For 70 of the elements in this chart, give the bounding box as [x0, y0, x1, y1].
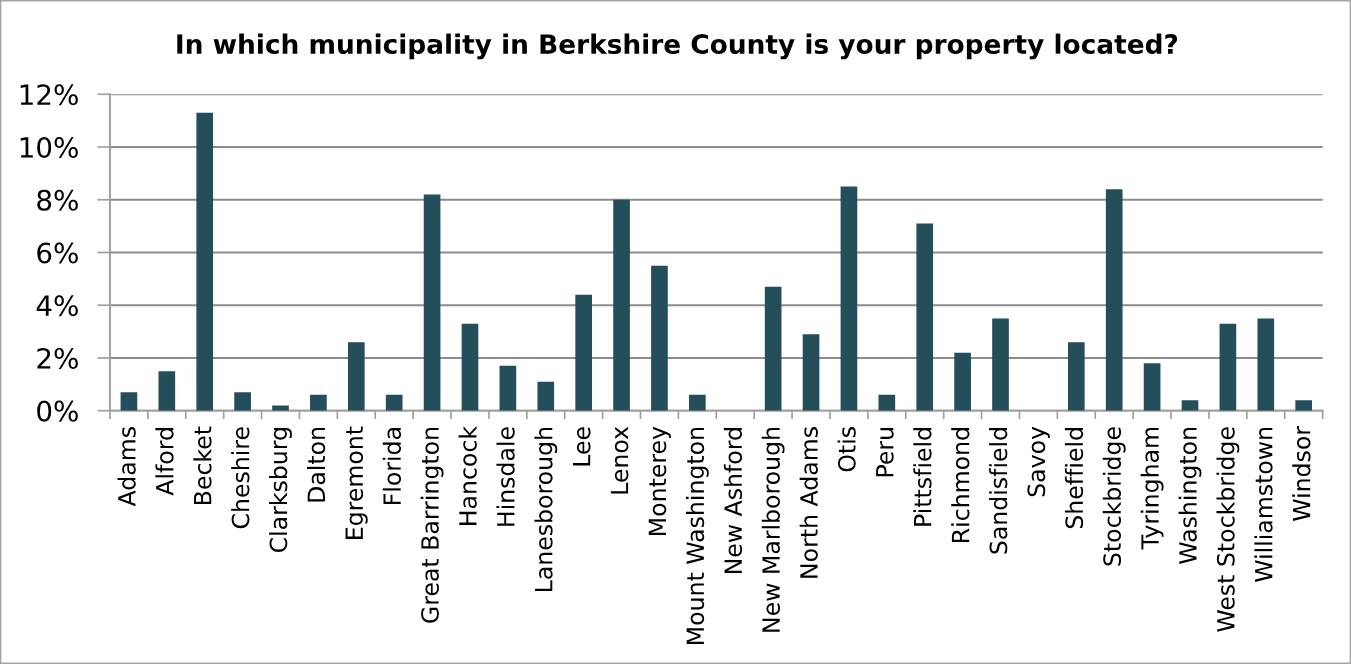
bar	[878, 394, 896, 411]
x-tick-label: Stockbridge	[1102, 427, 1126, 566]
x-tick-label: Richmond	[951, 428, 970, 542]
x-tick-label: Pittsfield	[913, 428, 932, 526]
x-tick-label: Hancock	[458, 426, 477, 525]
bar	[613, 199, 630, 411]
y-tick-label: 8%	[37, 189, 78, 211]
bar	[234, 392, 251, 411]
y-tick-label: 4%	[36, 295, 78, 317]
bar	[196, 112, 214, 411]
bar	[1219, 323, 1237, 411]
x-tick-label: Lee	[572, 427, 591, 466]
bar	[689, 394, 706, 411]
x-tick-label: Egremont	[345, 426, 368, 539]
x-tick-label: New Ashford	[723, 428, 743, 574]
bar	[385, 394, 403, 411]
bar	[499, 365, 517, 411]
x-tick-label: Tyringham	[1140, 427, 1164, 550]
x-tick-label: Lanesborough	[534, 427, 558, 592]
x-tick-label: Adams	[117, 427, 136, 507]
bar	[1295, 400, 1313, 411]
x-tick-label: Savoy	[1027, 426, 1050, 497]
x-tick-label: Hinsdale	[496, 427, 515, 526]
y-tick-label: 0%	[37, 400, 78, 422]
bar	[1257, 318, 1275, 411]
bar	[347, 342, 365, 411]
bar	[423, 194, 441, 411]
x-tick-label: Monterey	[648, 426, 671, 535]
x-tick-label: North Adams	[799, 427, 818, 578]
x-tick-label: Cheshire	[231, 427, 250, 529]
bar	[916, 223, 934, 411]
x-tick-label: Mount Washington	[685, 427, 709, 644]
bar	[575, 294, 592, 411]
bar	[1067, 342, 1085, 411]
x-tick-label: Great Barrington	[420, 427, 444, 623]
x-tick-label: Otis	[837, 427, 856, 472]
x-tick-label: Becket	[193, 426, 212, 504]
x-tick-label: Williamstown	[1254, 427, 1273, 582]
x-tick-label: Washington	[1178, 427, 1202, 564]
bar	[764, 286, 782, 411]
chart-title: In which municipality in Berkshire County is your property located?	[177, 33, 1178, 60]
bar	[1105, 189, 1123, 411]
x-tick-label: Alford	[155, 428, 174, 496]
x-tick-label: Sandisfield	[989, 428, 1008, 554]
y-tick-label: 10%	[20, 136, 78, 158]
bar	[461, 323, 479, 411]
bar	[537, 381, 555, 411]
x-tick-label: New Marlborough	[761, 427, 785, 632]
bar	[840, 186, 858, 411]
y-tick-label: 6%	[37, 242, 78, 264]
bar	[158, 371, 176, 411]
bar	[802, 334, 820, 411]
x-tick-label: Florida	[382, 428, 402, 504]
bar	[120, 392, 138, 411]
bar	[651, 265, 668, 411]
x-tick-label: Windsor	[1292, 425, 1311, 521]
bar	[954, 352, 971, 411]
y-tick-label: 12%	[20, 84, 78, 106]
bar	[272, 405, 289, 411]
x-tick-label: Peru	[876, 428, 894, 477]
x-tick-label: Sheffield	[1064, 428, 1084, 529]
bar	[310, 394, 327, 411]
x-tick-label: West Stockbridge	[1216, 427, 1240, 632]
bar	[1181, 400, 1199, 411]
x-tick-label: Lenox	[610, 426, 629, 494]
y-tick-label: 2%	[37, 347, 78, 369]
x-tick-label: Clarksburg	[269, 428, 292, 553]
bar	[992, 318, 1009, 411]
bar	[1143, 363, 1161, 411]
x-tick-label: Dalton	[306, 427, 326, 502]
